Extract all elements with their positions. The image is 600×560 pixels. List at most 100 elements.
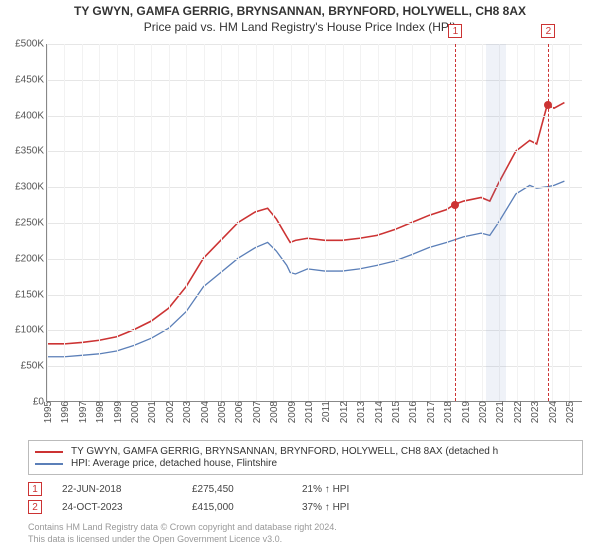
gridline-v <box>204 44 205 401</box>
sale-marker-dot <box>544 101 552 109</box>
y-axis-label: £150K <box>0 289 44 300</box>
legend-swatch-red <box>35 451 63 453</box>
y-axis-label: £350K <box>0 146 44 157</box>
x-axis-label: 2000 <box>130 401 141 423</box>
legend-row: HPI: Average price, detached house, Flin… <box>35 458 576 469</box>
x-axis-label: 2004 <box>200 401 211 423</box>
x-axis-label: 2010 <box>304 401 315 423</box>
x-axis-label: 1996 <box>60 401 71 423</box>
sale-marker-line <box>548 44 549 401</box>
x-axis-label: 2009 <box>287 401 298 423</box>
gridline-v <box>395 44 396 401</box>
gridline-v <box>465 44 466 401</box>
x-axis-label: 2018 <box>443 401 454 423</box>
footer-line: This data is licensed under the Open Gov… <box>28 534 337 546</box>
legend-label: TY GWYN, GAMFA GERRIG, BRYNSANNAN, BRYNF… <box>71 446 498 457</box>
x-axis-label: 2013 <box>356 401 367 423</box>
gridline-v <box>552 44 553 401</box>
gridline-v <box>99 44 100 401</box>
chart-footer: Contains HM Land Registry data © Crown c… <box>28 522 337 545</box>
sale-price: £275,450 <box>192 484 302 495</box>
y-axis-label: £300K <box>0 182 44 193</box>
y-axis-label: £500K <box>0 39 44 50</box>
y-axis-label: £400K <box>0 110 44 121</box>
chart-title: TY GWYN, GAMFA GERRIG, BRYNSANNAN, BRYNF… <box>0 4 600 18</box>
y-axis-label: £100K <box>0 325 44 336</box>
gridline-v <box>569 44 570 401</box>
x-axis-label: 2023 <box>530 401 541 423</box>
gridline-v <box>517 44 518 401</box>
x-axis-label: 2019 <box>461 401 472 423</box>
sale-marker-box: 2 <box>541 24 555 38</box>
sale-row: 2 24-OCT-2023 £415,000 37% ↑ HPI <box>28 498 402 516</box>
x-axis-label: 2014 <box>374 401 385 423</box>
x-axis-label: 2016 <box>408 401 419 423</box>
footer-line: Contains HM Land Registry data © Crown c… <box>28 522 337 534</box>
sale-marker-box: 1 <box>448 24 462 38</box>
x-axis-label: 2008 <box>269 401 280 423</box>
gridline-v <box>308 44 309 401</box>
y-axis-label: £50K <box>0 361 44 372</box>
covid-shade-region <box>486 44 507 401</box>
chart-legend: TY GWYN, GAMFA GERRIG, BRYNSANNAN, BRYNF… <box>28 440 583 475</box>
sale-marker-dot <box>451 201 459 209</box>
sale-date: 22-JUN-2018 <box>62 484 192 495</box>
chart-plot-area: 1995199619971998199920002001200220032004… <box>46 44 582 402</box>
y-axis-label: £200K <box>0 253 44 264</box>
legend-label: HPI: Average price, detached house, Flin… <box>71 458 277 469</box>
gridline-v <box>378 44 379 401</box>
gridline-v <box>273 44 274 401</box>
x-axis-label: 2005 <box>217 401 228 423</box>
sale-marker-icon: 2 <box>28 500 42 514</box>
gridline-v <box>64 44 65 401</box>
x-axis-label: 1998 <box>95 401 106 423</box>
x-axis-label: 2012 <box>339 401 350 423</box>
gridline-v <box>221 44 222 401</box>
y-axis-label: £250K <box>0 218 44 229</box>
gridline-v <box>47 44 48 401</box>
sale-diff: 21% ↑ HPI <box>302 484 402 495</box>
x-axis-label: 2024 <box>548 401 559 423</box>
x-axis-label: 1997 <box>78 401 89 423</box>
gridline-v <box>430 44 431 401</box>
gridline-v <box>412 44 413 401</box>
gridline-v <box>186 44 187 401</box>
x-axis-label: 2002 <box>165 401 176 423</box>
gridline-v <box>291 44 292 401</box>
gridline-v <box>360 44 361 401</box>
x-axis-label: 2003 <box>182 401 193 423</box>
gridline-v <box>82 44 83 401</box>
gridline-v <box>134 44 135 401</box>
gridline-v <box>325 44 326 401</box>
legend-swatch-blue <box>35 463 63 465</box>
gridline-v <box>534 44 535 401</box>
gridline-v <box>238 44 239 401</box>
x-axis-label: 1999 <box>113 401 124 423</box>
x-axis-label: 2011 <box>321 401 332 423</box>
legend-row: TY GWYN, GAMFA GERRIG, BRYNSANNAN, BRYNF… <box>35 446 576 457</box>
x-axis-label: 2001 <box>147 401 158 423</box>
x-axis-label: 2007 <box>252 401 263 423</box>
gridline-v <box>343 44 344 401</box>
x-axis-label: 2017 <box>426 401 437 423</box>
y-axis-label: £450K <box>0 74 44 85</box>
sale-row: 1 22-JUN-2018 £275,450 21% ↑ HPI <box>28 480 402 498</box>
x-axis-label: 2006 <box>234 401 245 423</box>
x-axis-label: 2015 <box>391 401 402 423</box>
sale-marker-line <box>455 44 456 401</box>
chart-subtitle: Price paid vs. HM Land Registry's House … <box>0 20 600 34</box>
gridline-v <box>117 44 118 401</box>
gridline-v <box>482 44 483 401</box>
sales-table: 1 22-JUN-2018 £275,450 21% ↑ HPI 2 24-OC… <box>28 480 402 516</box>
x-axis-label: 1995 <box>43 401 54 423</box>
sale-marker-icon: 1 <box>28 482 42 496</box>
sale-diff: 37% ↑ HPI <box>302 502 402 513</box>
x-axis-label: 2025 <box>565 401 576 423</box>
sale-date: 24-OCT-2023 <box>62 502 192 513</box>
gridline-v <box>447 44 448 401</box>
gridline-v <box>169 44 170 401</box>
y-axis-label: £0 <box>0 397 44 408</box>
x-axis-label: 2020 <box>478 401 489 423</box>
x-axis-label: 2021 <box>495 401 506 423</box>
gridline-v <box>151 44 152 401</box>
